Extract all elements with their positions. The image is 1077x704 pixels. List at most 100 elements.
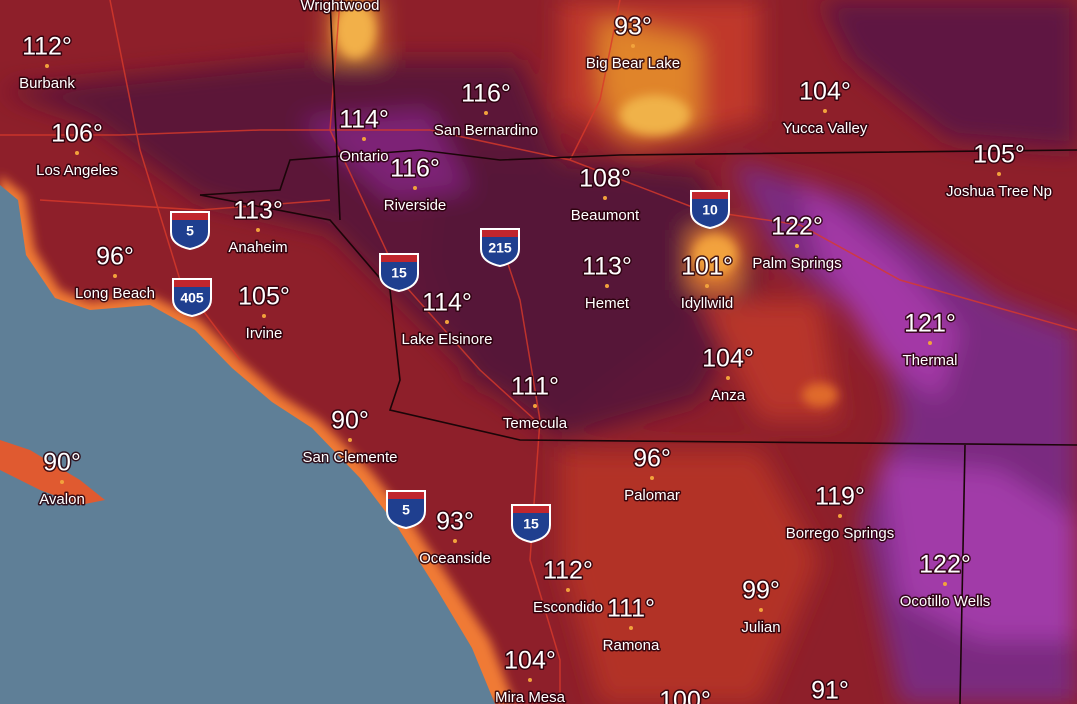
shield-shape (511, 504, 551, 544)
place-name: Palomar (624, 487, 680, 504)
interstate-shield: 215 (480, 228, 520, 268)
place-dot (256, 228, 260, 232)
temperature-label: 114° (422, 289, 472, 317)
place-name: Yucca Valley (783, 120, 868, 137)
temperature-label: 93° (614, 13, 652, 41)
place-dot (445, 320, 449, 324)
place-name: Temecula (503, 415, 568, 432)
temperature-label: 90° (43, 449, 81, 477)
place-dot (650, 476, 654, 480)
place-dot (823, 109, 827, 113)
temperature-label: 108° (579, 165, 631, 193)
shield-number: 5 (186, 223, 194, 239)
temperature-label: 104° (702, 345, 754, 373)
place-name: Anaheim (228, 239, 287, 256)
place-dot (348, 438, 352, 442)
shield-number: 5 (402, 502, 410, 518)
shield-number: 215 (488, 240, 512, 256)
temperature-label: 111° (607, 595, 655, 623)
interstate-shield: 15 (379, 253, 419, 293)
place-dot (413, 186, 417, 190)
place-dot (795, 244, 799, 248)
place-name: Julian (741, 619, 780, 636)
place-name: Oceanside (419, 550, 491, 567)
place-name: San Bernardino (434, 122, 538, 139)
temperature-label: 114° (339, 106, 389, 134)
place-name: Hemet (585, 295, 630, 312)
shield-top (692, 192, 728, 199)
shield-top (388, 492, 424, 499)
shield-shape (386, 490, 426, 530)
place-name: Ontario (339, 148, 388, 165)
shield-shape (690, 190, 730, 230)
temperature-label: 113° (233, 197, 283, 225)
temperature-label: 105° (238, 283, 290, 311)
place-dot (528, 678, 532, 682)
place-name: Big Bear Lake (586, 55, 680, 72)
place-name: Avalon (39, 491, 85, 508)
place-name: Joshua Tree Np (946, 183, 1052, 200)
hot-spots (335, 2, 838, 407)
temperature-label: 100° (659, 687, 711, 704)
island (0, 440, 105, 505)
temperature-label: 96° (633, 445, 671, 473)
place-name: Ocotillo Wells (900, 593, 991, 610)
temperature-label: 112° (543, 557, 593, 585)
place-dot (997, 172, 1001, 176)
place-dot (113, 274, 117, 278)
place-dot (759, 608, 763, 612)
place-dot (631, 44, 635, 48)
place-name: Borrego Springs (786, 525, 894, 542)
shield-shape (172, 278, 212, 318)
temperature-label: 122° (919, 551, 971, 579)
ocean (0, 185, 495, 704)
place-name: Irvine (246, 325, 283, 342)
place-name: Idyllwild (681, 295, 734, 312)
place-dot (533, 404, 537, 408)
temperature-label: 96° (96, 243, 134, 271)
interstate-shield: 15 (511, 504, 551, 544)
place-dot (453, 539, 457, 543)
temperature-label: 119° (815, 483, 865, 511)
place-name: San Clemente (302, 449, 397, 466)
place-name: Long Beach (75, 285, 155, 302)
place-dot (566, 588, 570, 592)
temperature-label: 106° (51, 120, 103, 148)
temperature-label: 104° (504, 647, 556, 675)
temperature-label: 101° (681, 253, 733, 281)
place-name: Palm Springs (752, 255, 841, 272)
interstate-shield: 10 (690, 190, 730, 230)
place-dot (928, 341, 932, 345)
place-dot (726, 376, 730, 380)
temperature-label: 122° (771, 213, 823, 241)
shield-top (172, 213, 208, 220)
interstate-shield: 5 (386, 490, 426, 530)
shield-number: 10 (702, 202, 718, 218)
place-dot (943, 582, 947, 586)
place-name: Beaumont (571, 207, 640, 224)
shield-top (482, 230, 518, 237)
shield-number: 15 (391, 265, 407, 281)
shield-top (513, 506, 549, 513)
shield-shape (170, 211, 210, 251)
place-name: Mira Mesa (495, 689, 566, 704)
boundaries (199, 0, 1077, 704)
place-dot (75, 151, 79, 155)
place-name: Escondido (533, 599, 603, 616)
temperature-label: 91° (811, 677, 849, 704)
place-dot (484, 111, 488, 115)
temperature-label: 113° (582, 253, 632, 281)
place-name: Ramona (603, 637, 660, 654)
place-dot (362, 137, 366, 141)
place-name: Burbank (19, 75, 75, 92)
shield-top (174, 280, 210, 287)
place-dot (629, 626, 633, 630)
shield-shape (379, 253, 419, 293)
shield-number: 405 (180, 290, 204, 306)
interstate-shield: 5 (170, 211, 210, 251)
temperature-label: 121° (904, 310, 956, 338)
temperature-label: 111° (511, 373, 559, 401)
shield-shape (480, 228, 520, 268)
